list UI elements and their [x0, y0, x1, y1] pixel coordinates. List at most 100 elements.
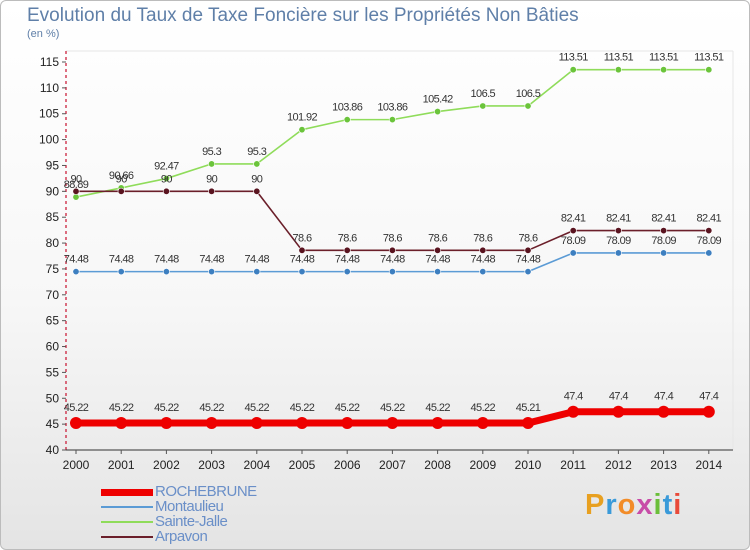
y-tick-label: 75: [46, 262, 60, 276]
data-point-sainte-jalle: [614, 66, 622, 74]
data-label-arpavon: 90: [206, 173, 218, 185]
data-label-sainte-jalle: 95.3: [202, 146, 221, 158]
data-label-sainte-jalle: 113.51: [604, 52, 634, 64]
data-label-rochebrune: 45.22: [154, 402, 179, 414]
data-label-rochebrune: 45.22: [380, 402, 405, 414]
x-tick-label: 2004: [243, 458, 270, 472]
data-label-arpavon: 82.41: [651, 213, 676, 225]
data-point-arpavon: [705, 227, 713, 235]
y-tick-label: 70: [46, 288, 60, 302]
series-lines: [70, 66, 715, 430]
y-tick-label: 85: [46, 210, 60, 224]
x-tick-label: 2001: [108, 458, 135, 472]
y-tick-label: 105: [39, 107, 59, 121]
x-tick-label: 2007: [379, 458, 406, 472]
data-point-sainte-jalle: [72, 193, 80, 201]
data-label-sainte-jalle: 90.66: [109, 170, 134, 182]
y-tick-label: 55: [46, 365, 60, 379]
data-point-rochebrune: [431, 416, 444, 429]
data-point-montaulieu: [208, 268, 216, 276]
data-point-rochebrune: [296, 416, 308, 429]
data-point-montaulieu: [117, 268, 125, 276]
x-tick-label: 2008: [424, 458, 451, 472]
x-tick-label: 2003: [198, 458, 225, 472]
data-label-sainte-jalle: 113.51: [649, 52, 679, 64]
data-label-rochebrune: 45.22: [335, 402, 360, 414]
data-label-arpavon: 90: [70, 173, 82, 185]
data-point-montaulieu: [343, 268, 351, 276]
data-label-sainte-jalle: 101.92: [287, 112, 318, 124]
data-label-montaulieu: 74.48: [109, 254, 134, 266]
x-tick-label: 2002: [153, 458, 180, 472]
data-label-arpavon: 78.6: [292, 232, 311, 244]
data-label-arpavon: 90: [116, 173, 128, 185]
data-point-sainte-jalle: [343, 116, 351, 124]
data-point-sainte-jalle: [660, 66, 668, 74]
data-label-rochebrune: 45.22: [245, 402, 270, 414]
x-tick-label: 2009: [469, 458, 496, 472]
data-point-arpavon: [253, 187, 261, 195]
data-point-montaulieu: [72, 268, 80, 276]
data-label-rochebrune: 45.22: [109, 402, 134, 414]
data-label-sainte-jalle: 113.51: [694, 52, 724, 64]
data-point-montaulieu: [298, 268, 306, 276]
chart-title: Evolution du Taux de Taxe Foncière sur l…: [27, 5, 579, 26]
data-point-sainte-jalle: [298, 126, 306, 134]
data-point-rochebrune: [205, 416, 218, 429]
data-point-sainte-jalle: [479, 102, 487, 110]
data-point-arpavon: [479, 246, 487, 254]
data-label-montaulieu: 74.48: [245, 254, 270, 266]
data-label-montaulieu: 74.48: [425, 254, 450, 266]
data-label-rochebrune: 45.22: [290, 402, 315, 414]
data-point-arpavon: [208, 187, 216, 195]
y-tick-label: 40: [46, 443, 60, 457]
data-point-sainte-jalle: [253, 160, 261, 168]
data-point-montaulieu: [434, 268, 442, 276]
data-point-arpavon: [117, 187, 125, 195]
data-label-montaulieu: 74.48: [290, 254, 315, 266]
legend-item-rochebrune: ROCHEBRUNE: [101, 483, 321, 500]
data-point-montaulieu: [479, 268, 487, 276]
y-tick-label: 45: [46, 417, 60, 431]
data-point-rochebrune: [567, 405, 580, 418]
data-labels: 45.22 45.22 45.22 45.22 45.22 45.22 45.22 45.22…: [64, 52, 725, 414]
data-label-sainte-jalle: 88.89: [64, 179, 89, 191]
data-point-arpavon: [162, 187, 170, 195]
y-tick-label: 115: [40, 55, 59, 69]
data-label-sainte-jalle: 103.86: [332, 102, 363, 114]
data-label-sainte-jalle: 103.86: [377, 102, 408, 114]
data-point-rochebrune: [522, 417, 534, 430]
data-point-arpavon: [298, 246, 306, 254]
legend-swatch-sainte-jalle: [101, 521, 153, 523]
x-tick-label: 2006: [334, 458, 361, 472]
data-label-arpavon: 78.6: [338, 232, 357, 244]
x-tick-label: 2005: [289, 458, 316, 472]
legend-swatch-arpavon: [101, 536, 153, 538]
data-label-sainte-jalle: 113.51: [559, 52, 589, 64]
data-label-montaulieu: 78.09: [697, 235, 722, 247]
data-label-sainte-jalle: 105.42: [423, 94, 454, 106]
x-tick-label: 2000: [63, 458, 90, 472]
logo-letter: t: [662, 489, 674, 521]
data-point-arpavon: [569, 227, 577, 235]
data-label-rochebrune: 45.22: [425, 402, 450, 414]
x-tick-label: 2012: [605, 458, 632, 472]
data-label-montaulieu: 74.48: [335, 254, 360, 266]
data-label-montaulieu: 74.48: [380, 254, 405, 266]
x-tick-label: 2011: [560, 458, 586, 472]
data-point-montaulieu: [524, 268, 532, 276]
legend-label-rochebrune: ROCHEBRUNE: [155, 483, 257, 500]
data-label-arpavon: 90: [251, 173, 263, 185]
data-point-arpavon: [660, 227, 668, 235]
data-point-sainte-jalle: [569, 66, 577, 74]
legend-label-arpavon: Arpavon: [155, 528, 208, 545]
data-point-arpavon: [434, 246, 442, 254]
data-point-rochebrune: [115, 416, 128, 429]
legend-label-montaulieu: Montaulieu: [155, 498, 224, 515]
data-point-rochebrune: [70, 416, 82, 429]
data-label-rochebrune: 45.22: [471, 402, 496, 414]
logo-letter: o: [617, 489, 637, 521]
data-label-arpavon: 78.6: [473, 232, 492, 244]
data-point-rochebrune: [476, 416, 489, 429]
